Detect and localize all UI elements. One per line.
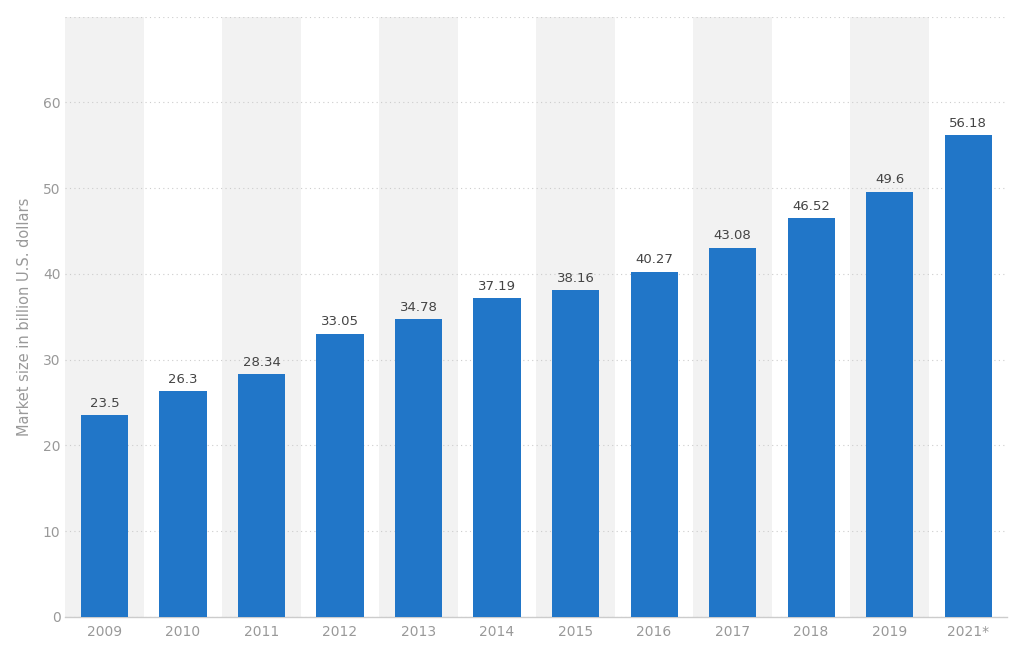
Bar xyxy=(944,135,991,617)
Text: 38.16: 38.16 xyxy=(557,272,595,285)
Bar xyxy=(631,272,678,617)
Y-axis label: Market size in billion U.S. dollars: Market size in billion U.S. dollars xyxy=(16,197,32,436)
Text: 28.34: 28.34 xyxy=(243,356,281,369)
Bar xyxy=(537,16,614,617)
Bar xyxy=(473,298,520,617)
Bar xyxy=(316,333,364,617)
Text: 49.6: 49.6 xyxy=(874,173,904,186)
Bar xyxy=(238,374,285,617)
Text: 46.52: 46.52 xyxy=(793,200,830,213)
Bar xyxy=(709,247,756,617)
Bar xyxy=(552,290,599,617)
Bar xyxy=(395,319,442,617)
Text: 33.05: 33.05 xyxy=(322,316,359,329)
Text: 34.78: 34.78 xyxy=(399,300,437,314)
Text: 43.08: 43.08 xyxy=(714,230,752,242)
Bar xyxy=(693,16,772,617)
Bar xyxy=(160,392,207,617)
Bar xyxy=(81,415,128,617)
Text: 56.18: 56.18 xyxy=(949,117,987,130)
Bar xyxy=(66,16,143,617)
Bar xyxy=(787,218,835,617)
Bar xyxy=(379,16,458,617)
Text: 37.19: 37.19 xyxy=(478,280,516,293)
Text: 26.3: 26.3 xyxy=(168,373,198,386)
Bar xyxy=(222,16,301,617)
Bar xyxy=(850,16,929,617)
Text: 40.27: 40.27 xyxy=(635,253,673,266)
Text: 23.5: 23.5 xyxy=(90,398,120,410)
Bar xyxy=(866,192,913,617)
